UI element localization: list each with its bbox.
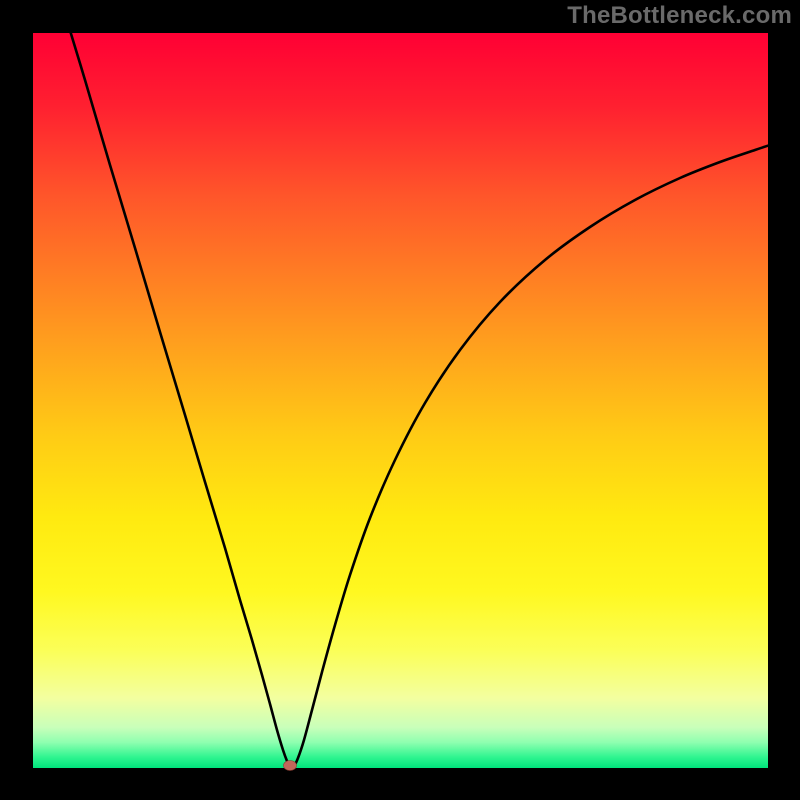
chart-container: TheBottleneck.com (0, 0, 800, 800)
optimum-marker (284, 761, 297, 771)
plot-background (33, 33, 768, 768)
watermark-text: TheBottleneck.com (567, 2, 792, 30)
bottleneck-chart (0, 0, 800, 800)
